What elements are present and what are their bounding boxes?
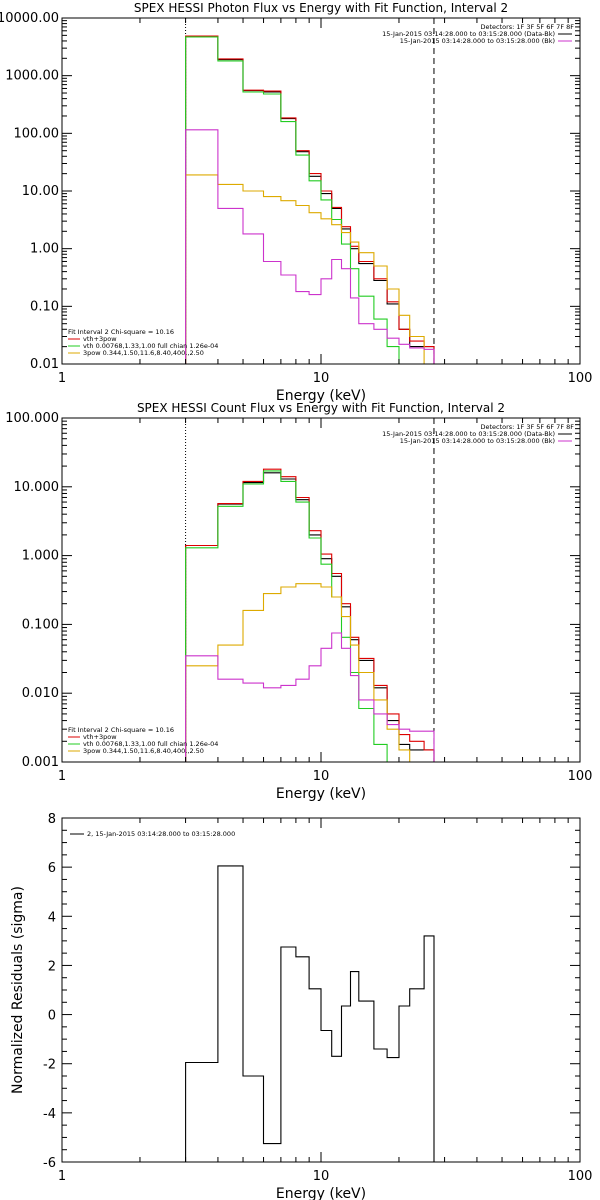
legend-entry: 3pow 0.344,1.50,11.6,8.40,400.,2.50 <box>83 349 204 357</box>
chart-title: SPEX HESSI Photon Flux vs Energy with Fi… <box>134 1 508 15</box>
y-tick-label: 1.000 <box>22 549 59 564</box>
legend-entry: 2, 15-Jan-2015 03:14:28.000 to 03:15:28.… <box>87 830 235 838</box>
y-tick-label: 8 <box>48 812 56 827</box>
y-tick-label: -2 <box>43 1058 56 1073</box>
legend-entry: vth 0.00768,1.33,1.00 full chian 1.26e-0… <box>83 342 218 350</box>
y-tick-label: 4 <box>48 910 56 925</box>
legend-detectors: Detectors: 1F 3F 5F 6F 7F 8F <box>480 423 574 431</box>
y-tick-label: 0.01 <box>30 357 59 372</box>
chart-panel-2: SPEX HESSI Count Flux vs Energy with Fit… <box>5 401 592 802</box>
series-line-5 <box>185 129 435 364</box>
y-axis-label: Normalized Residuals (sigma) <box>10 886 26 1094</box>
y-tick-label: 0.100 <box>22 617 59 632</box>
y-tick-label: 1.00 <box>30 242 59 257</box>
legend-entry: vth+3pow <box>83 733 117 741</box>
chart-panel-1: SPEX HESSI Photon Flux vs Energy with Fi… <box>0 1 592 404</box>
y-tick-label: 0.010 <box>22 686 59 701</box>
legend-entry: 15-Jan-2015 03:14:28.000 to 03:15:28.000… <box>382 430 555 438</box>
series-line-2 <box>185 468 435 762</box>
x-tick-label: 10 <box>313 1169 330 1184</box>
y-tick-label: -4 <box>43 1107 56 1122</box>
chart-title: SPEX HESSI Count Flux vs Energy with Fit… <box>137 401 505 415</box>
legend-entry: 15-Jan-2015 03:14:28.000 to 03:15:28.000… <box>400 437 555 445</box>
legend-detectors: Detectors: 1F 3F 5F 6F 7F 8F <box>480 23 574 31</box>
x-tick-label: 100 <box>568 1169 593 1184</box>
x-axis-label: Energy (keV) <box>276 388 366 404</box>
legend-fit-header: Fit Interval 2 Chi-square = 10.16 <box>68 328 174 336</box>
series-line-4 <box>185 174 434 365</box>
y-tick-label: 0.001 <box>22 755 59 770</box>
y-tick-label: 0 <box>48 1009 56 1024</box>
x-tick-label: 10 <box>313 371 330 386</box>
x-tick-label: 1 <box>58 371 66 386</box>
series-line-1 <box>185 865 435 1162</box>
y-tick-label: 10.000 <box>14 480 60 495</box>
y-tick-label: 0.10 <box>30 299 59 314</box>
y-tick-label: 6 <box>48 861 56 876</box>
chart-panel-3: 1 10 100 Energy (keV) -6 -4 -2 0 2 4 6 8 Normalized … <box>10 812 592 1200</box>
legend-entry: 15-Jan-2015 03:14:28.000 to 03:15:28.000… <box>400 37 555 45</box>
x-tick-label: 10 <box>313 769 330 784</box>
x-tick-label: 1 <box>58 1169 66 1184</box>
x-axis-label: Energy (keV) <box>276 1186 366 1200</box>
y-tick-label: 100.00 <box>14 126 60 141</box>
series-line-3 <box>185 470 434 763</box>
legend-entry: 15-Jan-2015 03:14:28.000 to 03:15:28.000… <box>382 30 555 38</box>
y-tick-label: 100.000 <box>5 411 59 426</box>
x-axis-label: Energy (keV) <box>276 786 366 802</box>
y-tick-label: 2 <box>48 959 56 974</box>
legend-fit-header: Fit Interval 2 Chi-square = 10.16 <box>68 726 174 734</box>
y-tick-label: 10000.00 <box>0 11 59 26</box>
series-line-5 <box>185 632 435 762</box>
x-tick-label: 1 <box>58 769 66 784</box>
y-tick-label: 10.00 <box>22 184 59 199</box>
legend-entry: vth+3pow <box>83 335 117 343</box>
series-line-2 <box>185 35 435 364</box>
x-tick-label: 100 <box>568 769 593 784</box>
y-tick-label: -6 <box>43 1156 56 1171</box>
x-tick-label: 100 <box>568 371 593 386</box>
y-tick-label: 1000.00 <box>5 69 59 84</box>
legend-entry: 3pow 0.344,1.50,11.6,8.40,400.,2.50 <box>83 747 204 755</box>
legend-entry: vth 0.00768,1.33,1.00 full chian 1.26e-0… <box>83 740 218 748</box>
series-line-4 <box>185 583 434 763</box>
